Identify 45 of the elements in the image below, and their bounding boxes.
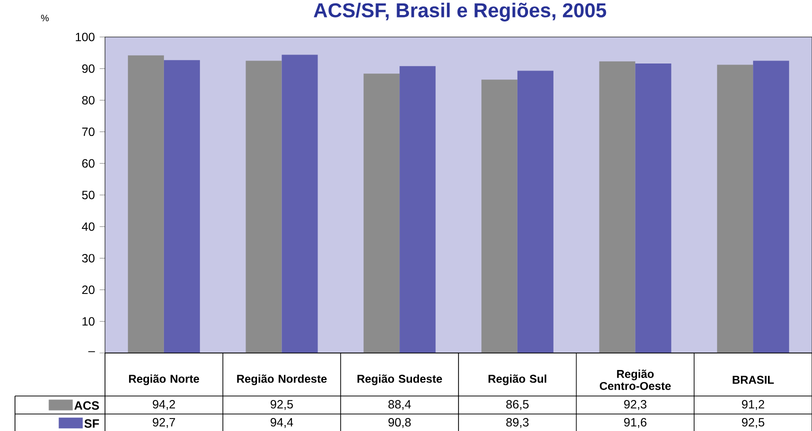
- y-tick-label: 20: [82, 286, 94, 294]
- y-tick-label: 50: [82, 190, 94, 200]
- bar: [246, 60, 282, 353]
- bar: [128, 55, 164, 353]
- x-tick-label: Região Nordeste: [237, 374, 327, 386]
- y-tick-label: 100: [76, 32, 94, 42]
- data-label: 92,5: [270, 400, 293, 410]
- y-tick-label: 80: [82, 96, 94, 104]
- data-label: 92,3: [624, 400, 646, 410]
- chart-title: ACS/SF, Brasil e Regiões, 2005: [314, 2, 606, 22]
- data-label: 89,3: [506, 418, 529, 428]
- bar: [282, 54, 318, 353]
- bar: [364, 74, 400, 353]
- legend-label: SF: [84, 419, 99, 428]
- bar: [400, 66, 436, 353]
- bar: [481, 80, 518, 353]
- y-tick-label: 10: [82, 317, 94, 326]
- data-label: 91,2: [742, 400, 764, 410]
- bar: [717, 64, 754, 353]
- y-tick-label: –: [88, 351, 95, 352]
- y-tick-label: 70: [82, 128, 94, 136]
- data-label: 92,5: [742, 418, 764, 428]
- x-tick-label: Região Sudeste: [358, 374, 442, 386]
- bar: [517, 70, 554, 353]
- x-tick-label: Região Norte: [129, 374, 200, 386]
- y-tick-label: 60: [82, 159, 94, 168]
- y-tick-label: 40: [82, 222, 94, 231]
- data-label: 86,5: [506, 400, 529, 410]
- legend-label: ACS: [74, 401, 99, 410]
- x-tick-label: Região Sul: [488, 374, 546, 386]
- data-label: 92,7: [152, 418, 175, 428]
- y-axis-title: %: [41, 14, 49, 22]
- y-tick-label: 90: [82, 64, 94, 73]
- x-tick-label: BRASIL: [732, 376, 774, 384]
- y-tick-label: 30: [82, 254, 94, 262]
- data-label: 88,4: [388, 400, 411, 410]
- data-label: 91,6: [624, 418, 646, 428]
- data-label: 94,4: [270, 418, 294, 428]
- data-label: 90,8: [388, 418, 411, 428]
- bar: [599, 61, 636, 353]
- bar: [753, 60, 790, 353]
- x-tick-label: Região Centro-Oeste: [600, 370, 671, 390]
- bar: [164, 60, 200, 353]
- data-label: 94,2: [152, 400, 175, 410]
- bar: [635, 64, 672, 353]
